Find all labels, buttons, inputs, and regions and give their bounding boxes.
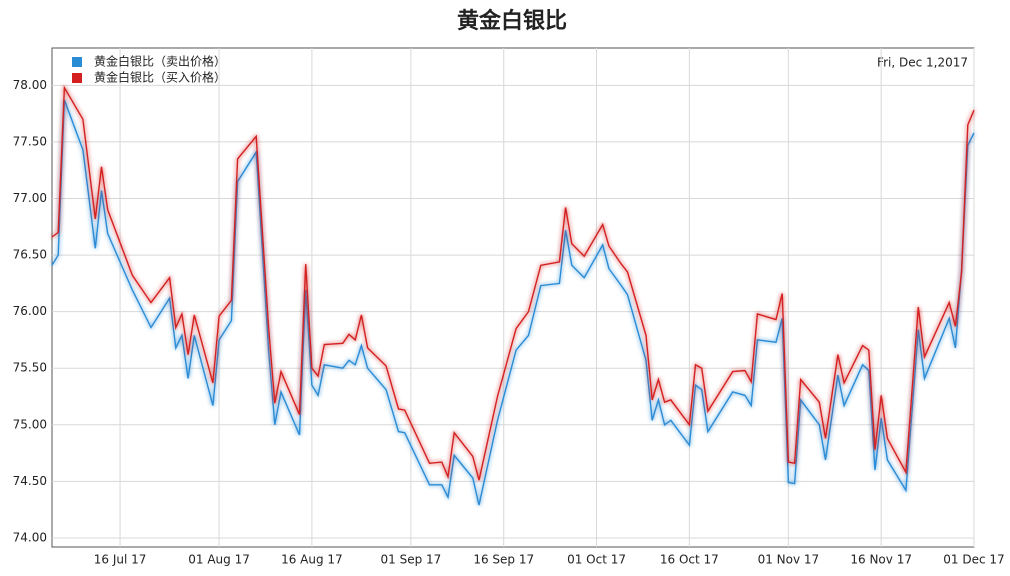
legend-label: 黄金白银比（买入价格） [94, 70, 226, 85]
y-tick-label: 77.00 [13, 191, 47, 205]
x-tick-label: 16 Sep 17 [473, 553, 534, 567]
x-tick-label: 01 Nov 17 [758, 553, 820, 567]
plot-area [51, 47, 975, 548]
y-tick-label: 74.00 [13, 530, 47, 544]
y-tick-label: 77.50 [13, 134, 47, 148]
x-tick-label: 16 Nov 17 [850, 553, 912, 567]
legend-swatch [72, 57, 82, 67]
x-tick-label: 01 Oct 17 [567, 553, 626, 567]
legend-label: 黄金白银比（卖出价格） [94, 54, 226, 69]
series-line [51, 85, 975, 481]
y-tick-label: 75.00 [13, 417, 47, 431]
y-tick-label: 78.00 [13, 78, 47, 92]
y-tick-label: 76.00 [13, 304, 47, 318]
x-tick-label: 01 Dec 17 [943, 553, 1004, 567]
date-annotation: Fri, Dec 1,2017 [877, 56, 968, 70]
y-tick-label: 76.50 [13, 248, 47, 262]
x-tick-label: 16 Jul 17 [94, 553, 147, 567]
legend-swatch [72, 73, 82, 83]
series-line [51, 99, 975, 506]
x-tick-label: 01 Sep 17 [381, 553, 442, 567]
chart-title: 黄金白银比 [457, 8, 567, 34]
x-tick-label: 01 Aug 17 [188, 553, 250, 567]
x-tick-label: 16 Aug 17 [281, 553, 343, 567]
y-tick-label: 75.50 [13, 361, 47, 375]
y-tick-label: 74.50 [13, 474, 47, 488]
x-tick-label: 16 Oct 17 [660, 553, 719, 567]
